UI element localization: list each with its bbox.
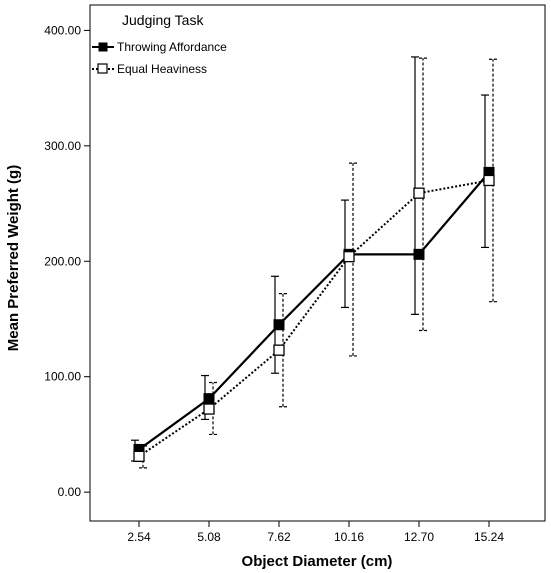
y-tick-label: 400.00 [44,23,81,37]
data-point [413,187,425,199]
series-line [138,171,490,451]
data-point [413,248,425,260]
x-tick-label: 15.24 [474,530,504,544]
y-axis: 0.00 100.00 200.00 300.00 400.00 [44,23,90,499]
y-tick-label: 300.00 [44,139,81,153]
data-point [483,174,495,187]
y-axis-title: Mean Preferred Weight (g) [5,165,22,351]
data-point [273,319,285,331]
legend-title: Judging Task [122,12,204,28]
y-tick-label: 100.00 [44,370,81,384]
legend: Judging Task Throwing Affordance Equal H… [92,12,227,76]
series-layer [131,56,497,469]
legend-marker-equal-heaviness [97,63,108,74]
x-axis: 2.54 5.08 7.62 10.16 12.70 15.24 [127,521,504,544]
plot-frame [89,4,546,522]
data-point [343,251,355,263]
data-point [203,403,215,415]
x-tick-label: 10.16 [334,530,364,544]
series-equal-heaviness [133,57,497,469]
x-tick-label: 5.08 [197,530,221,544]
data-point [273,344,285,356]
y-tick-label: 200.00 [44,254,81,268]
x-tick-label: 2.54 [127,530,151,544]
y-tick-label: 0.00 [58,485,82,499]
legend-label-throwing-affordance: Throwing Affordance [117,40,227,54]
legend-label-equal-heaviness: Equal Heaviness [117,62,207,76]
x-axis-title: Object Diameter (cm) [242,553,393,570]
x-tick-label: 7.62 [267,530,291,544]
data-point [133,450,145,463]
x-tick-label: 12.70 [404,530,434,544]
legend-marker-throwing-affordance [98,42,108,52]
